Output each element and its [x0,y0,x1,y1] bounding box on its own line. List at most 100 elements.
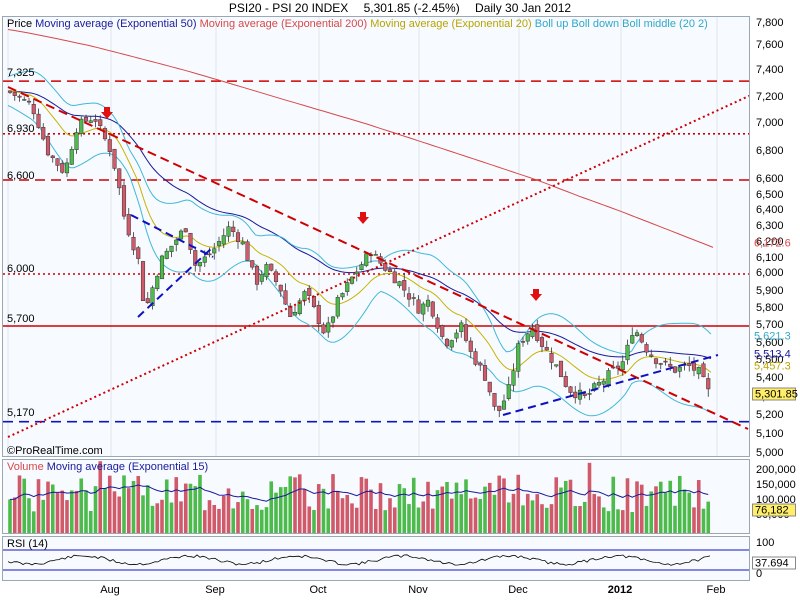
candle-body [169,245,174,252]
volume-bar [122,475,126,533]
volume-bar [307,506,312,533]
candle-body [430,301,435,317]
volume-bar [79,478,84,533]
candle-body [620,361,625,371]
candle-body [359,264,364,271]
rsi-panel[interactable]: RSI (14) [2,536,750,581]
candle-body [216,241,222,246]
legend-ema50: Moving average (Exponential 50) [35,18,197,30]
volume-bar [668,480,673,533]
volume-bar [31,511,36,533]
volume-bar [530,500,535,533]
candle-body [307,287,312,296]
volume-bar [46,481,50,533]
red-dotted-trend-line [7,94,749,438]
candle-body [31,103,36,115]
volume-bar [421,501,426,533]
volume-bar [12,497,17,533]
candle-body [41,127,46,140]
price-tick-label: 7,800 [756,17,784,29]
candle-body [26,100,32,103]
volume-bar [98,461,103,533]
candle-body [535,324,540,341]
volume-plot [8,461,711,533]
volume-bar [221,495,226,533]
candle-body [174,239,179,245]
volume-bar [582,501,587,533]
price-tick-label: 6,000 [756,267,784,279]
volume-bar [397,484,402,533]
volume-bar [620,510,625,533]
ema20-line [7,90,712,380]
volume-bar [502,478,506,533]
candle-body [126,214,131,236]
volume-tick-label: 150,000 [756,479,796,491]
tag-boll-up: 5,621.3 [754,330,791,343]
volume-bar [388,498,392,533]
candle-body [221,235,226,245]
candle-body [297,300,302,314]
volume-bar [231,508,236,533]
volume-bar [578,506,582,533]
price-tick-label: 5,400 [756,372,784,384]
volume-bar [497,475,502,533]
volume-bar [88,510,93,533]
volume-bar [112,491,117,533]
legend-ema200: Moving average (Exponential 200) [199,18,368,30]
candle-body [449,340,454,348]
rsi-line [7,554,711,566]
legend-ema20: Moving average (Exponential 20) [370,18,532,30]
price-tick-label: 7,400 [756,64,784,76]
volume-bar [511,493,516,533]
candle-body [663,360,668,363]
volume-bar [440,486,445,533]
candle-body [283,290,288,305]
level-label-5700: 5,700 [7,313,35,325]
candle-body [193,250,198,266]
volume-bar [568,479,573,533]
rsi-tick-label: 0 [756,568,763,580]
volume-bar [250,508,255,533]
volume-bar [559,487,563,533]
candle-body [311,296,317,308]
volume-bar [326,508,331,533]
volume-bar [321,488,326,533]
candle-body [155,275,160,290]
candle-body [440,325,445,337]
volume-bar [212,505,217,533]
candle-body [630,335,635,344]
candle-body [577,389,583,400]
volume-bar [164,479,169,533]
candle-body [421,303,426,315]
volume-bar [587,462,592,533]
price-legend: Price Moving average (Exponential 50) Mo… [7,18,708,30]
blue-channel-bottom [137,246,214,318]
x-label-aug: Aug [100,584,120,596]
symbol-title: PSI20 - PSI 20 INDEX [228,1,349,15]
volume-bar [673,505,677,533]
candle-body [36,113,41,128]
candle-body [345,282,350,292]
volume-bar [635,481,639,533]
volume-panel[interactable]: Volume Moving average (Exponential 15) [2,459,750,534]
volume-ma-line [9,484,709,502]
candle-body [520,341,526,343]
volume-bar [364,478,369,533]
x-label-nov: Nov [408,584,428,596]
price-tick-label: 5,500 [756,354,784,366]
volume-bar [202,510,207,533]
volume-bar [41,499,46,533]
last-price-title: 5,301.85 (-2.45%) [363,1,460,15]
volume-bar [65,500,69,533]
candle-body [240,241,245,245]
volume-bar [597,496,601,533]
volume-bar [60,490,65,533]
price-panel[interactable]: Price Moving average (Exponential 50) Mo… [2,16,750,457]
volume-bar [445,481,449,533]
ema200-line [7,29,714,248]
candle-body [653,358,659,364]
volume-tick-label: 100,000 [756,494,796,506]
volume-bar [649,491,654,533]
legend-price: Price [7,18,33,30]
